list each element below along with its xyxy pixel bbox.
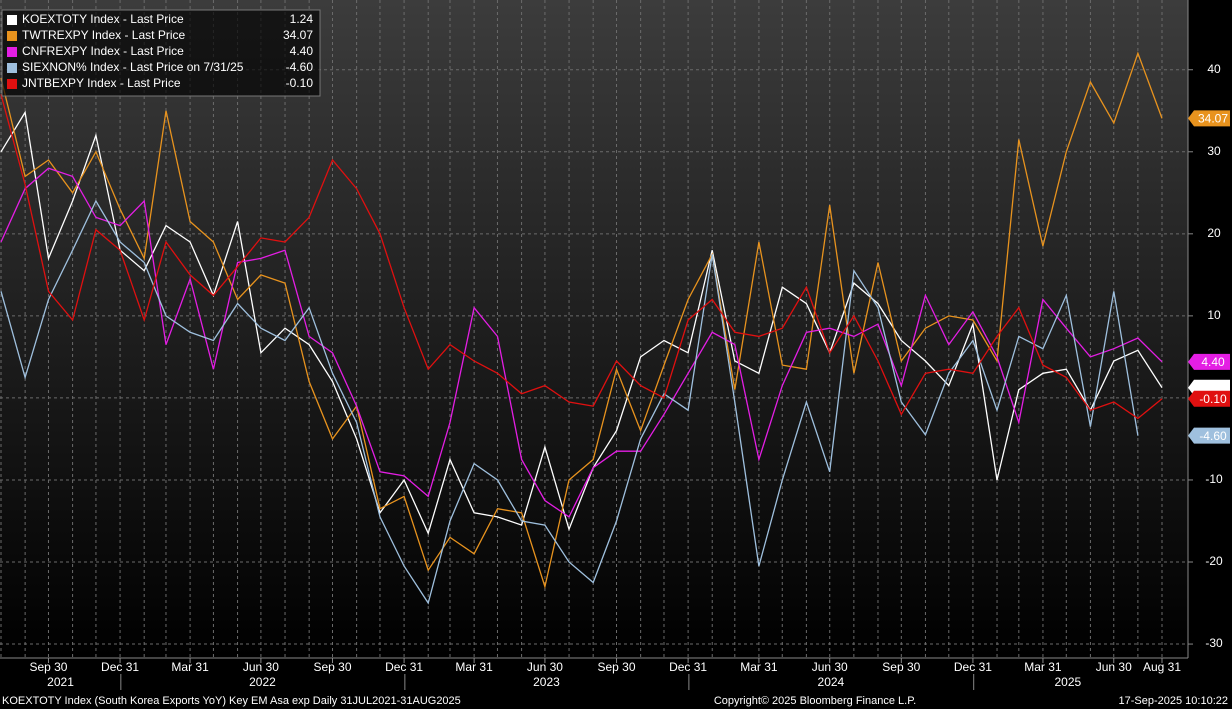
last-value-label: 4.40 [1201,355,1225,369]
x-tick-label: Dec 31 [669,660,707,674]
legend-value: -4.60 [286,60,314,74]
x-tick-label: Mar 31 [171,660,209,674]
x-tick-label: Sep 30 [313,660,351,674]
year-label: 2023 [533,675,560,689]
legend-box [1,9,321,97]
x-tick-label: Mar 31 [1024,660,1062,674]
timestamp: 17-Sep-2025 10:10:22 [1119,695,1228,707]
last-value-label: -4.60 [1199,429,1227,443]
legend-value: 4.40 [290,44,314,58]
x-tick-label: Sep 30 [29,660,67,674]
last-value-label: 34.07 [1198,112,1228,126]
x-tick-label: Sep 30 [882,660,920,674]
legend-value: -0.10 [286,76,314,90]
y-tick-label: -30 [1205,636,1223,650]
series-line [0,94,1163,420]
x-tick-label: Dec 31 [385,660,423,674]
x-tick-label: Dec 31 [101,660,139,674]
x-tick-label: Jun 30 [812,660,848,674]
y-tick-label: 30 [1207,144,1221,158]
y-tick-label: -20 [1205,554,1223,568]
year-label: 2022 [249,675,276,689]
legend-value: 34.07 [283,28,313,42]
legend-swatch [7,47,17,57]
legend-swatch [7,63,17,73]
legend-label: TWTREXPY Index - Last Price [22,28,185,42]
year-label: 2021 [47,675,74,689]
copyright: Copyright© 2025 Bloomberg Finance L.P. [714,695,916,707]
y-tick-label: 10 [1207,308,1221,322]
axis-background [1188,0,1232,658]
year-label: 2025 [1054,675,1081,689]
year-label: 2024 [818,675,845,689]
y-tick-label: -10 [1205,472,1223,486]
x-tick-label: Mar 31 [740,660,778,674]
y-tick-label: 40 [1207,62,1221,76]
legend-label: SIEXNON% Index - Last Price on 7/31/25 [22,60,244,74]
last-value-tag [1188,427,1230,444]
legend-swatch [7,31,17,41]
legend-value: 1.24 [290,12,314,26]
legend-swatch [7,79,17,89]
series-line [0,51,1163,590]
x-tick-label: Dec 31 [954,660,992,674]
source-note: KOEXTOTY Index (South Korea Exports YoY)… [2,695,461,707]
x-tick-label: Jun 30 [243,660,279,674]
x-tick-label: Jun 30 [527,660,563,674]
x-tick-label: Mar 31 [455,660,493,674]
series-line [0,110,1163,536]
legend-label: JNTBEXPY Index - Last Price [22,76,181,90]
plot-background [0,0,1188,658]
x-tick-label: Sep 30 [597,660,635,674]
legend-label: CNFREXPY Index - Last Price [22,44,184,58]
last-value-tag [1188,110,1230,127]
last-value-tag [1188,390,1230,407]
legend-swatch [7,15,17,25]
series-line [0,199,1139,605]
last-value-label: -0.10 [1199,392,1227,406]
x-tick-label: Aug 31 [1143,660,1181,674]
legend-label: KOEXTOTY Index - Last Price [22,12,184,26]
x-tick-label: Jun 30 [1096,660,1132,674]
y-tick-label: 20 [1207,226,1221,240]
last-value-tag [1188,353,1230,370]
series-line [0,167,1163,518]
